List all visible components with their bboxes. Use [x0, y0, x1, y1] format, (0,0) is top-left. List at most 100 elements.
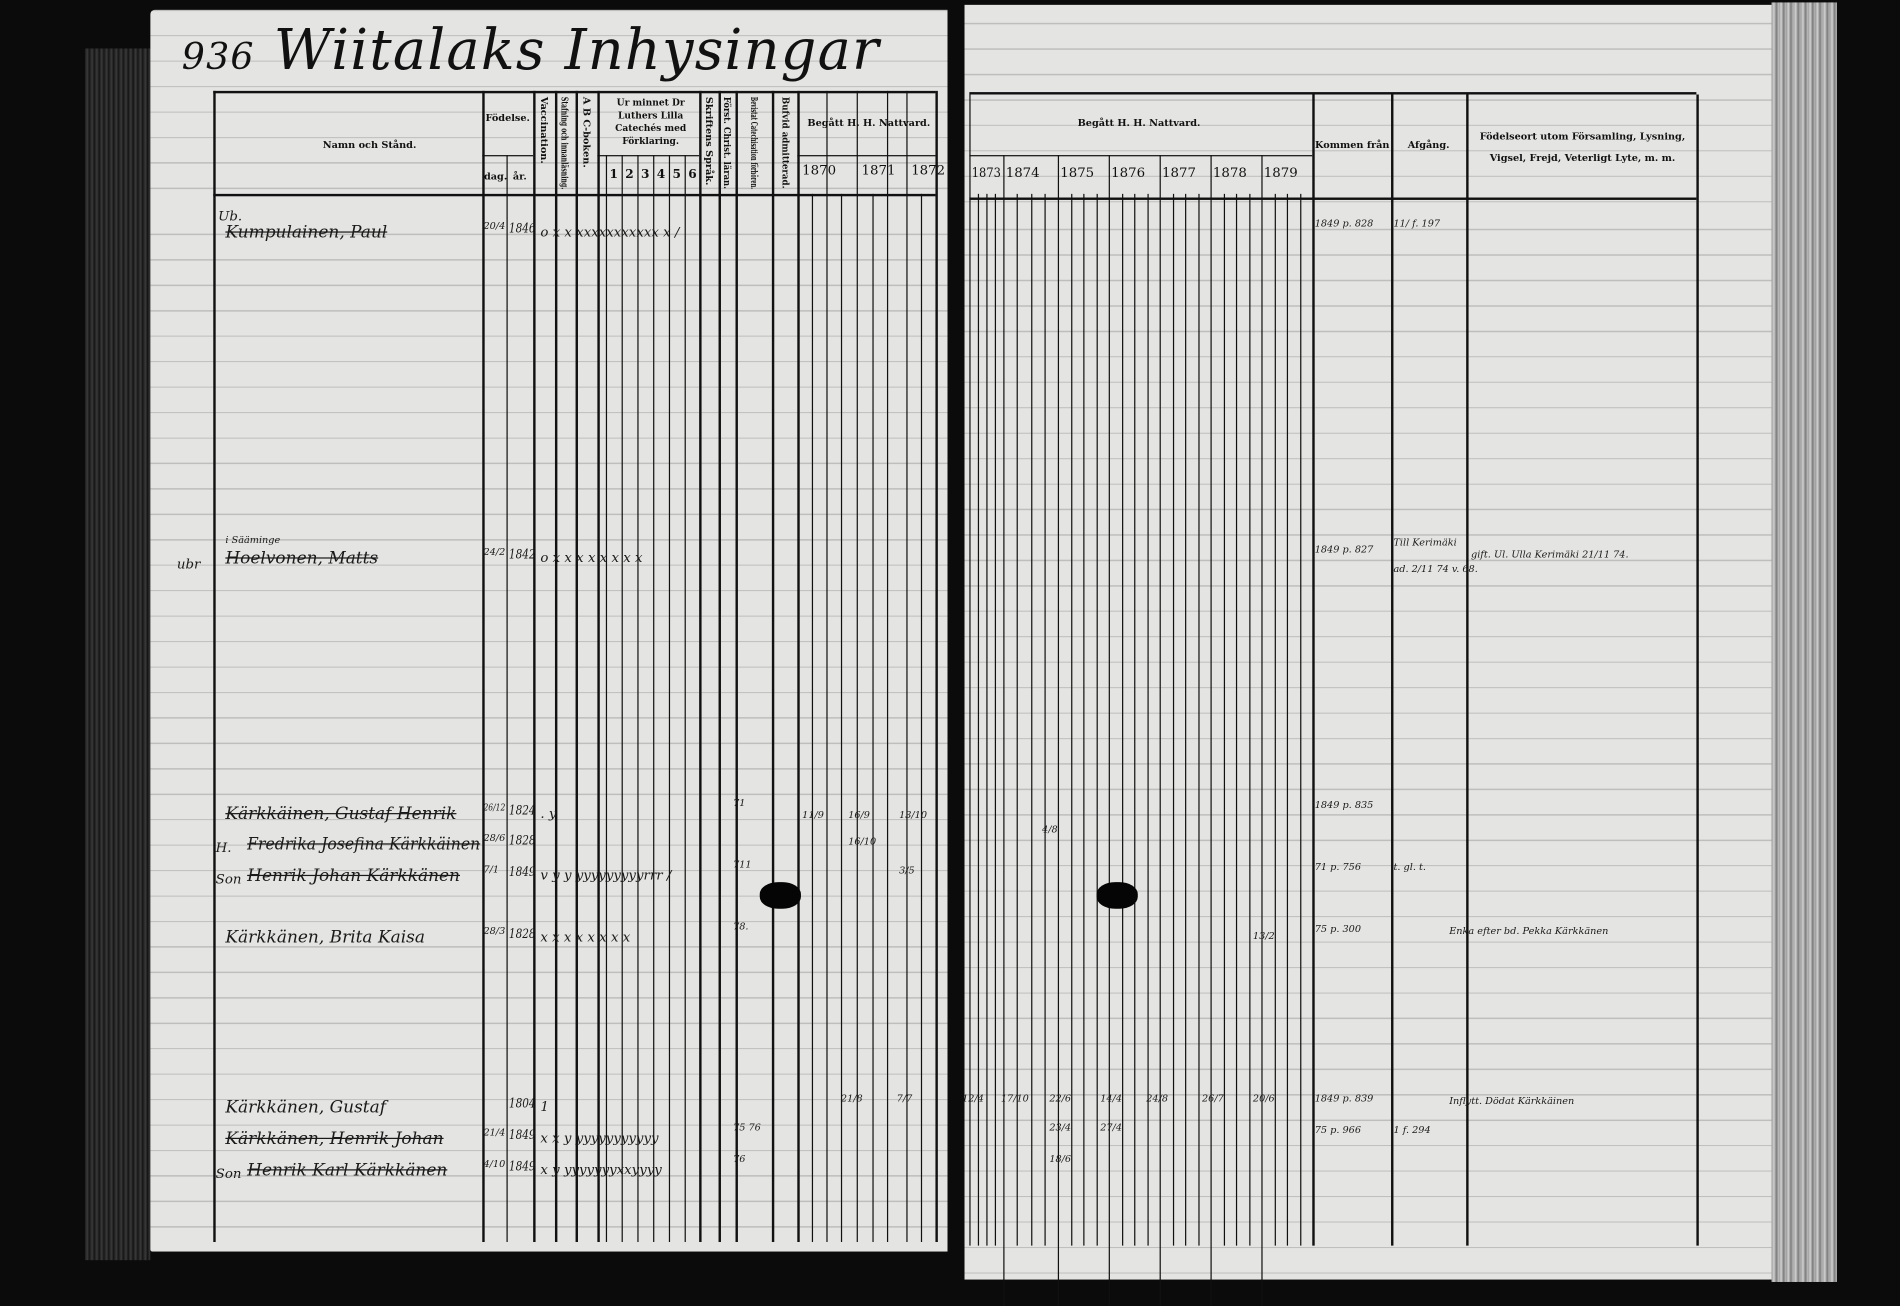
year-header: 1872	[911, 162, 946, 179]
column-rule	[906, 90, 908, 1242]
table-top-rule	[969, 92, 1697, 95]
communion-mark: 13/10	[899, 809, 928, 821]
entry-prefix: ubr	[176, 556, 201, 572]
entry-prefix: Son	[215, 1165, 242, 1182]
column-rule	[1696, 94, 1699, 1246]
column-rule	[1003, 155, 1005, 1306]
column-rule	[533, 90, 536, 1242]
entry-birth-year: 1849	[508, 1126, 536, 1143]
left-page	[150, 9, 948, 1252]
column-rule	[994, 193, 997, 1246]
column-rule	[1286, 193, 1289, 1246]
entry-birth-year: 1804	[508, 1095, 536, 1112]
year-header: 1871	[861, 162, 896, 179]
column-rule	[653, 155, 655, 1242]
column-rule	[977, 193, 980, 1246]
column-rule	[1159, 155, 1161, 1306]
header-kommen: Kommen från	[1315, 138, 1390, 151]
column-rule	[718, 90, 721, 1242]
subheader-rule	[482, 155, 534, 157]
entry-name: Hoelvonen, Matts	[225, 548, 379, 569]
entry-name: Kärkkänen, Henrik Johan	[225, 1129, 444, 1149]
header-abc: A B C-boken.	[581, 96, 594, 168]
header-afgang: Afgång.	[1407, 138, 1450, 151]
communion-mark: 20/6	[1252, 1092, 1275, 1104]
header-bottom-rule	[969, 197, 1697, 200]
column-rule	[1299, 193, 1301, 1246]
entry-afgang: 1 f. 294	[1393, 1124, 1431, 1136]
entry-kommen-fran: 1849 p. 827	[1314, 544, 1374, 555]
entry-catechism: 71	[733, 797, 746, 809]
column-rule	[969, 94, 971, 1246]
column-rule	[986, 193, 988, 1246]
year-header: 1873	[971, 164, 1001, 181]
subheader-rule	[597, 155, 700, 157]
catechism-part-5: 5	[672, 168, 681, 182]
entry-birth-year: 1828	[508, 832, 536, 849]
column-rule	[826, 90, 828, 1242]
column-rule	[506, 155, 508, 1242]
year-header: 1876	[1111, 164, 1146, 181]
entry-birth-day: 26/12	[483, 802, 506, 814]
header-nattvard-left: Begått H. H. Nattvard.	[807, 116, 931, 129]
entry-prefix: H.	[215, 839, 232, 856]
column-rule	[920, 193, 923, 1242]
year-header: 1877	[1162, 164, 1196, 181]
column-rule	[1235, 193, 1238, 1246]
column-rule	[1121, 193, 1123, 1246]
column-rule	[554, 90, 558, 1242]
column-rule	[1108, 155, 1110, 1306]
catechism-part-2: 2	[625, 168, 634, 182]
entry-birth-year: 1842	[508, 546, 536, 563]
entry-marks: x y yyyyyyyxxyyyy	[540, 1162, 662, 1178]
column-rule	[797, 90, 800, 1242]
column-rule	[621, 155, 623, 1242]
column-rule	[1083, 193, 1085, 1246]
column-rule	[856, 90, 858, 1242]
communion-mark: 17/10	[1000, 1092, 1029, 1104]
column-rule	[771, 90, 775, 1242]
entry-marks: v y y yyyyyyyyyrrr /	[540, 867, 672, 884]
entry-name: Kärkkänen, Gustaf	[225, 1097, 387, 1118]
communion-mark: 4/8	[1042, 823, 1058, 835]
column-rule	[1070, 193, 1072, 1246]
communion-mark: 22/6	[1049, 1092, 1072, 1104]
entry-prefix: Ub.	[218, 208, 243, 225]
catechism-part-6: 6	[688, 168, 697, 182]
communion-mark: 13/2	[1252, 930, 1275, 942]
entry-catechism: 78.	[733, 920, 749, 932]
entry-catechism: 76	[733, 1153, 746, 1165]
column-rule	[1312, 94, 1315, 1246]
column-rule	[1146, 193, 1149, 1246]
column-rule	[1134, 193, 1136, 1246]
entry-birth-year: 1824	[508, 802, 536, 818]
catechism-part-3: 3	[641, 168, 650, 182]
communion-mark: 11/9	[802, 809, 824, 821]
entry-name: Henrik Karl Kärkkänen	[247, 1160, 448, 1181]
column-rule	[935, 90, 938, 1242]
column-rule	[1044, 193, 1046, 1246]
header-nattvard-right: Begått H. H. Nattvard.	[1077, 116, 1201, 129]
entry-birth-year: 1849	[508, 1158, 536, 1175]
entry-kommen-fran: 1849 p. 839	[1314, 1092, 1374, 1104]
communion-mark: 14/4	[1100, 1092, 1122, 1104]
column-rule	[1016, 193, 1019, 1246]
column-rule	[637, 155, 639, 1242]
year-header: 1875	[1060, 164, 1095, 181]
entry-birth-day: 7/1	[483, 863, 500, 875]
column-rule	[1185, 193, 1187, 1246]
header-stafning: Stafning och innanläsning.	[559, 96, 572, 190]
page-title: 936 Wiitalaks Inhysingar	[182, 17, 880, 82]
entry-birth-year: 1828	[508, 925, 536, 942]
entry-fodelseort: gift. Ul. Ulla Kerimäki 21/11 74.	[1471, 548, 1629, 560]
column-rule	[840, 193, 843, 1242]
year-header: 1879	[1263, 164, 1298, 181]
entry-afgang: 11/ f. 197	[1393, 218, 1441, 230]
entry-marks: x x x x x x x x	[540, 929, 631, 946]
subheader-rule	[969, 155, 1313, 157]
entry-afgang: Till Kerimäki	[1393, 536, 1457, 548]
header-namn: Namn och Stånd.	[322, 138, 417, 151]
column-rule	[1223, 193, 1225, 1246]
communion-mark: 7/7	[896, 1092, 913, 1104]
